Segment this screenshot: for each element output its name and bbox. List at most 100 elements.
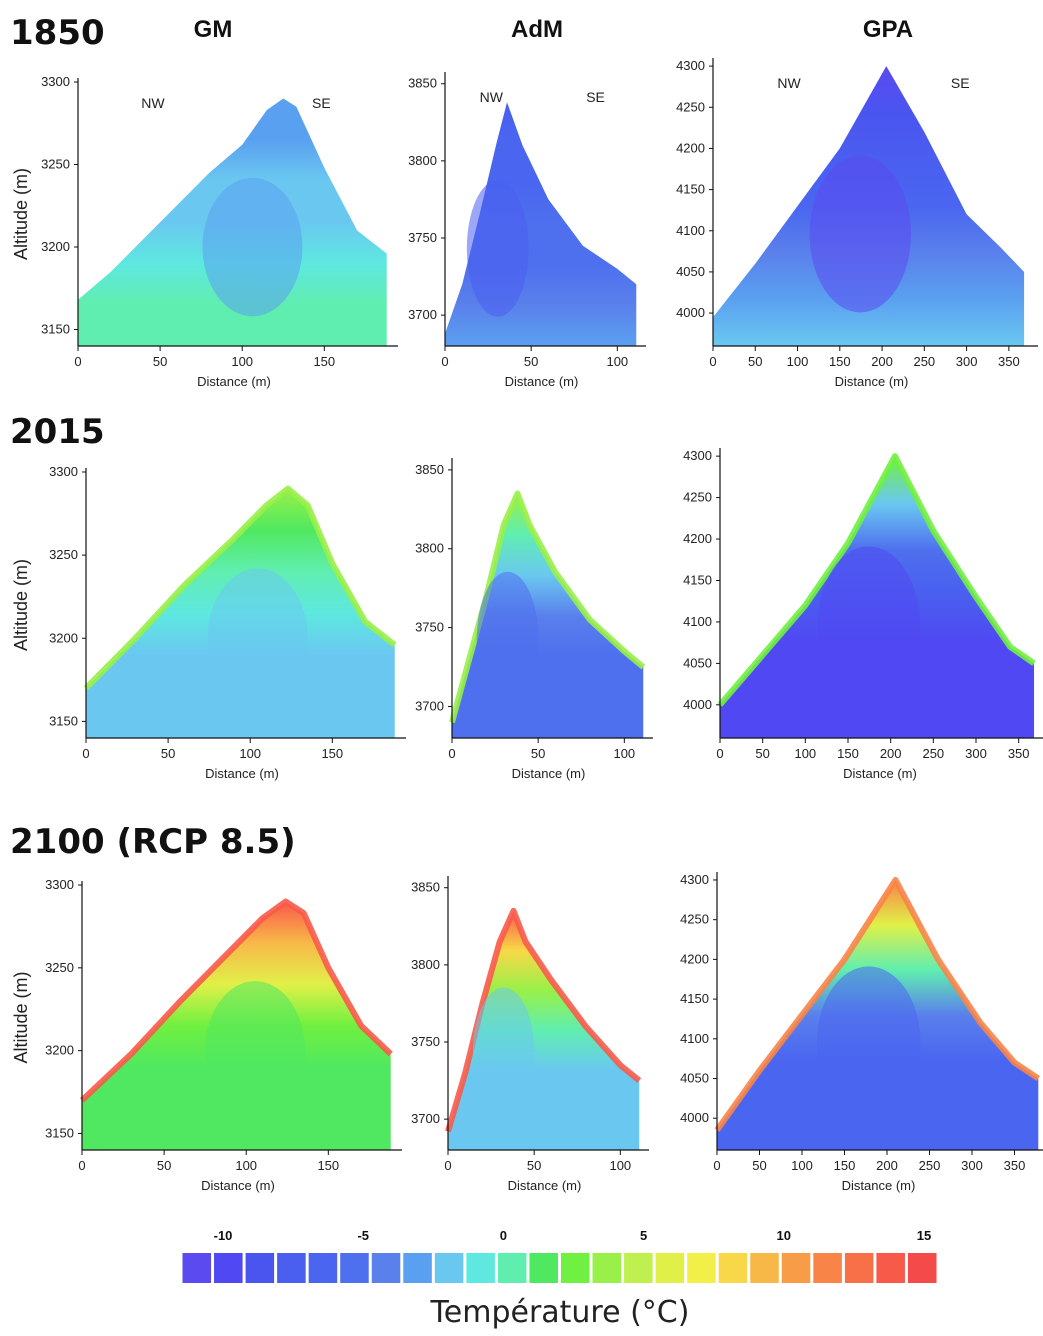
x-axis-label: Distance (m): [201, 1178, 275, 1193]
y-tick-label: 3700: [415, 698, 444, 713]
x-tick-label: 350: [1008, 746, 1030, 761]
legend-swatch: [718, 1253, 748, 1283]
y-tick-label: 3300: [49, 464, 78, 479]
y-tick-label: 4250: [676, 99, 705, 114]
x-tick-label: 150: [837, 746, 859, 761]
y-tick-label: 4050: [683, 655, 712, 670]
x-tick-label: 0: [441, 354, 448, 369]
side-label-nw: NW: [141, 95, 165, 111]
y-tick-label: 3150: [45, 1125, 74, 1140]
panel-adm-1: 3850 3800 3750 3700 0 50 100 Distance (m) NW SE: [408, 72, 646, 389]
legend-tick-label: 5: [640, 1228, 647, 1243]
legend-tick-label: 15: [917, 1228, 931, 1243]
y-tick-label: 4250: [680, 912, 709, 927]
legend-swatch: [497, 1253, 527, 1283]
x-tick-label: 250: [913, 354, 935, 369]
y-tick-label: 3200: [45, 1043, 74, 1058]
column-title-adm: AdM: [511, 16, 563, 43]
x-tick-label: 250: [919, 1158, 941, 1173]
x-tick-label: 0: [716, 746, 723, 761]
legend-swatch: [466, 1253, 495, 1283]
cold-core: [472, 987, 535, 1122]
x-tick-label: 200: [880, 746, 902, 761]
x-tick-label: 100: [787, 354, 809, 369]
x-axis-label: Distance (m): [842, 1178, 916, 1193]
legend-tick-label: 10: [777, 1228, 791, 1243]
x-tick-label: 50: [524, 354, 538, 369]
legend-swatch: [529, 1253, 558, 1283]
side-label-nw: NW: [480, 89, 504, 105]
y-tick-label: 4200: [680, 951, 709, 966]
panel-gm-3: 3300 3250 3200 3150 0 50 100 150 Distance (m) Alt…: [11, 464, 406, 781]
panel-gm-6: 3300 3250 3200 3150 0 50 100 150 Distance (m) Alt…: [11, 877, 402, 1193]
x-tick-label: 100: [606, 354, 628, 369]
y-tick-label: 3850: [411, 880, 440, 895]
legend-tick-label: -10: [214, 1228, 233, 1243]
panel-gpa-5: 4300 4250 4200 4150 4100 4050 4000 0 50 100 150 200…: [683, 448, 1043, 781]
x-tick-label: 100: [235, 1158, 257, 1173]
y-tick-label: 3800: [408, 153, 437, 168]
cold-core: [202, 177, 303, 317]
y-tick-label: 3200: [41, 239, 70, 254]
x-axis-label: Distance (m): [512, 766, 586, 781]
legend-swatch: [245, 1253, 275, 1283]
cold-core: [809, 155, 912, 313]
x-tick-label: 100: [231, 354, 253, 369]
cold-core: [476, 571, 539, 709]
legend-swatch: [371, 1253, 401, 1283]
y-tick-label: 3250: [41, 157, 70, 172]
y-tick-label: 3200: [49, 630, 78, 645]
x-tick-label: 50: [153, 354, 167, 369]
x-tick-label: 50: [157, 1158, 171, 1173]
x-tick-label: 50: [161, 746, 175, 761]
side-label-nw: NW: [777, 75, 801, 91]
y-tick-label: 3150: [41, 322, 70, 337]
legend-swatch: [687, 1253, 716, 1283]
x-tick-label: 50: [531, 746, 545, 761]
x-tick-label: 50: [748, 354, 762, 369]
side-label-se: SE: [586, 89, 605, 105]
x-tick-label: 150: [834, 1158, 856, 1173]
y-tick-label: 3750: [408, 230, 437, 245]
x-tick-label: 200: [871, 354, 893, 369]
panel-gpa-8: 4300 4250 4200 4150 4100 4050 4000 0 50 100 150 200…: [680, 872, 1043, 1193]
legend-swatch: [340, 1253, 369, 1283]
x-tick-label: 250: [922, 746, 944, 761]
legend-swatch: [182, 1253, 212, 1283]
x-tick-label: 150: [317, 1158, 339, 1173]
x-axis-label: Distance (m): [843, 766, 917, 781]
surface-warm-rim: [714, 876, 1040, 1132]
row-title-2100: 2100 (RCP 8.5): [10, 822, 296, 862]
y-tick-label: 3300: [41, 74, 70, 89]
surface-warm-rim: [79, 898, 393, 1103]
y-tick-label: 3250: [45, 960, 74, 975]
x-tick-label: 200: [876, 1158, 898, 1173]
y-tick-label: 3150: [49, 713, 78, 728]
column-title-gpa: GPA: [863, 16, 913, 43]
y-tick-label: 3700: [411, 1111, 440, 1126]
legend-swatch: [907, 1253, 937, 1283]
y-tick-label: 3850: [408, 76, 437, 91]
x-tick-label: 50: [752, 1158, 766, 1173]
y-tick-label: 4050: [680, 1071, 709, 1086]
x-axis-label: Distance (m): [205, 766, 279, 781]
y-tick-label: 4150: [683, 572, 712, 587]
y-tick-label: 4150: [676, 182, 705, 197]
legend-swatch: [781, 1253, 811, 1283]
y-axis-label: Altitude (m): [11, 168, 31, 260]
x-tick-label: 300: [965, 746, 987, 761]
row-title-1850: 1850: [10, 13, 105, 53]
x-tick-label: 0: [448, 746, 455, 761]
y-tick-label: 4300: [683, 448, 712, 463]
y-tick-label: 4000: [680, 1110, 709, 1125]
y-tick-label: 4200: [683, 531, 712, 546]
y-tick-label: 4000: [683, 697, 712, 712]
x-axis-label: Distance (m): [508, 1178, 582, 1193]
legend-swatch: [561, 1253, 590, 1283]
cold-core: [466, 180, 529, 317]
legend-swatch: [750, 1253, 779, 1283]
x-tick-label: 100: [791, 1158, 813, 1173]
y-tick-label: 3700: [408, 307, 437, 322]
x-tick-label: 0: [709, 354, 716, 369]
x-tick-label: 0: [713, 1158, 720, 1173]
